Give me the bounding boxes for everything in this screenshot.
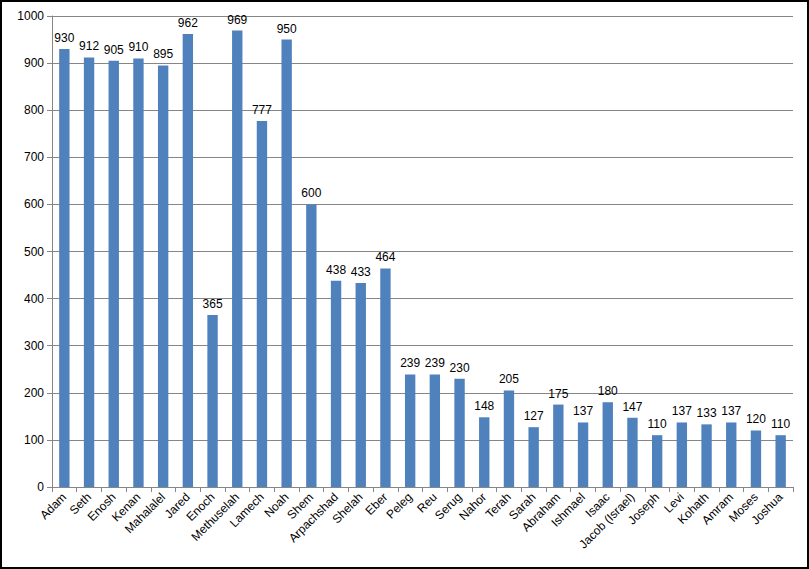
svg-text:Enosh: Enosh bbox=[84, 490, 119, 524]
svg-text:Levi: Levi bbox=[661, 490, 687, 516]
svg-text:Noah: Noah bbox=[261, 490, 292, 521]
svg-text:Enoch: Enoch bbox=[183, 490, 218, 524]
svg-text:Kenan: Kenan bbox=[109, 490, 144, 525]
svg-text:Peleg: Peleg bbox=[384, 490, 416, 522]
svg-text:Terah: Terah bbox=[482, 490, 514, 522]
svg-text:Nahor: Nahor bbox=[456, 490, 489, 523]
svg-text:Amram: Amram bbox=[699, 490, 736, 527]
svg-text:1000: 1000 bbox=[17, 9, 44, 23]
svg-text:800: 800 bbox=[24, 103, 44, 117]
svg-text:137: 137 bbox=[721, 404, 741, 418]
svg-text:950: 950 bbox=[277, 22, 297, 36]
svg-text:500: 500 bbox=[24, 245, 44, 259]
svg-text:Joshua: Joshua bbox=[748, 490, 785, 527]
svg-text:120: 120 bbox=[746, 412, 766, 426]
svg-text:700: 700 bbox=[24, 150, 44, 164]
svg-text:137: 137 bbox=[573, 404, 593, 418]
svg-text:Moses: Moses bbox=[726, 490, 761, 525]
svg-text:Arpachshad: Arpachshad bbox=[285, 490, 341, 546]
svg-text:910: 910 bbox=[128, 40, 148, 54]
svg-text:180: 180 bbox=[598, 384, 618, 398]
svg-text:464: 464 bbox=[375, 250, 395, 264]
svg-text:110: 110 bbox=[648, 417, 667, 431]
svg-text:175: 175 bbox=[548, 387, 568, 401]
svg-text:930: 930 bbox=[54, 31, 74, 45]
svg-text:Seth: Seth bbox=[66, 490, 94, 518]
svg-text:600: 600 bbox=[24, 197, 44, 211]
svg-text:Jacob (Israel): Jacob (Israel) bbox=[576, 490, 638, 552]
svg-text:777: 777 bbox=[252, 103, 272, 117]
svg-text:147: 147 bbox=[622, 400, 642, 414]
svg-text:912: 912 bbox=[79, 39, 99, 53]
svg-text:137: 137 bbox=[672, 404, 692, 418]
svg-text:Reu: Reu bbox=[414, 490, 440, 516]
svg-text:905: 905 bbox=[104, 43, 124, 57]
svg-text:148: 148 bbox=[474, 399, 494, 413]
svg-text:Sarah: Sarah bbox=[506, 490, 539, 523]
svg-text:230: 230 bbox=[450, 361, 470, 375]
svg-text:Shelah: Shelah bbox=[329, 490, 365, 526]
svg-text:962: 962 bbox=[178, 16, 198, 30]
svg-text:100: 100 bbox=[24, 433, 44, 447]
svg-text:300: 300 bbox=[24, 339, 44, 353]
svg-text:Lamech: Lamech bbox=[226, 490, 267, 531]
svg-text:Shem: Shem bbox=[284, 490, 317, 523]
svg-text:438: 438 bbox=[326, 263, 346, 277]
svg-text:Joseph: Joseph bbox=[625, 490, 662, 527]
svg-text:Isaac: Isaac bbox=[582, 490, 613, 521]
svg-text:600: 600 bbox=[301, 186, 321, 200]
svg-text:Ishmael: Ishmael bbox=[548, 490, 588, 530]
svg-text:239: 239 bbox=[425, 356, 445, 370]
svg-text:Methuselah: Methuselah bbox=[188, 490, 243, 544]
svg-text:900: 900 bbox=[24, 56, 44, 70]
svg-text:110: 110 bbox=[771, 417, 790, 431]
svg-text:Serug: Serug bbox=[432, 490, 465, 523]
svg-text:895: 895 bbox=[153, 47, 173, 61]
svg-text:433: 433 bbox=[351, 265, 371, 279]
svg-text:0: 0 bbox=[37, 480, 44, 494]
svg-text:Adam: Adam bbox=[37, 490, 69, 522]
svg-text:239: 239 bbox=[400, 356, 420, 370]
svg-text:969: 969 bbox=[227, 13, 247, 27]
svg-text:Kohath: Kohath bbox=[674, 490, 712, 527]
svg-text:127: 127 bbox=[524, 409, 544, 423]
svg-text:200: 200 bbox=[24, 386, 44, 400]
svg-text:400: 400 bbox=[24, 292, 44, 306]
svg-text:Abraham: Abraham bbox=[519, 490, 564, 535]
svg-text:205: 205 bbox=[499, 372, 519, 386]
svg-text:365: 365 bbox=[203, 297, 223, 311]
svg-text:Jared: Jared bbox=[161, 490, 193, 522]
svg-text:Mahalalel: Mahalalel bbox=[122, 490, 168, 536]
svg-text:Eber: Eber bbox=[362, 490, 391, 518]
svg-text:133: 133 bbox=[697, 406, 717, 420]
